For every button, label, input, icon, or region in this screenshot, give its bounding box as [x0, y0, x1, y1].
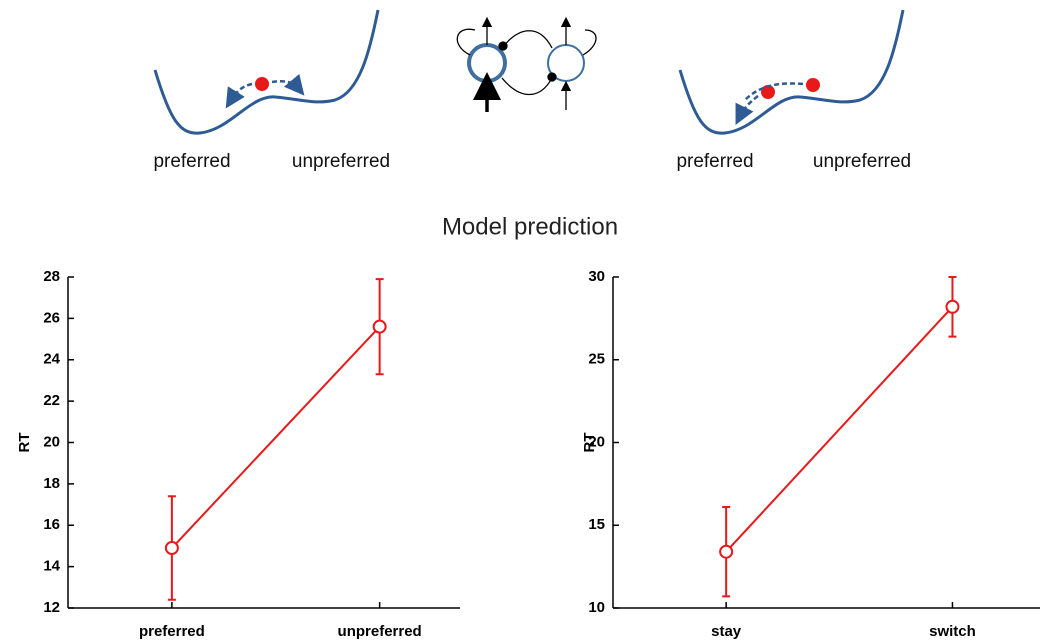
- diagram-label: unpreferred: [292, 151, 390, 172]
- y-tick-label: 26: [43, 309, 60, 326]
- diagram-right: preferred unpreferred: [676, 10, 911, 172]
- y-tick-label: 10: [588, 599, 605, 616]
- marker: [374, 321, 386, 333]
- y-tick-label: 18: [43, 475, 60, 492]
- marker: [946, 301, 958, 313]
- figure: preferred unpreferred preferred unprefer…: [0, 0, 1045, 643]
- page: preferred unpreferred preferred unprefer…: [0, 0, 1045, 643]
- x-tick-label: stay: [711, 623, 742, 640]
- y-tick-label: 24: [43, 351, 60, 368]
- y-tick-label: 25: [588, 351, 605, 368]
- diagram-label: preferred: [676, 151, 753, 172]
- y-tick-label: 12: [43, 599, 60, 616]
- diagram-left: preferred unpreferred: [153, 10, 390, 172]
- y-tick-label: 20: [43, 433, 60, 450]
- diagram-label: unpreferred: [813, 151, 911, 172]
- y-tick-label: 15: [588, 516, 605, 533]
- marker: [166, 542, 178, 554]
- y-axis-label: RT: [581, 433, 598, 453]
- diagram-label: preferred: [153, 151, 230, 172]
- marker: [720, 546, 732, 558]
- x-tick-label: switch: [929, 623, 976, 640]
- line: [726, 307, 952, 552]
- network-diagram: [457, 22, 596, 112]
- x-tick-label: preferred: [139, 623, 205, 640]
- y-axis-label: RT: [16, 433, 33, 453]
- y-tick-label: 28: [43, 268, 60, 285]
- x-tick-label: unpreferred: [338, 623, 422, 640]
- y-tick-label: 16: [43, 516, 60, 533]
- y-tick-label: 22: [43, 392, 60, 409]
- heading: Model prediction: [442, 213, 618, 240]
- y-tick-label: 30: [588, 268, 605, 285]
- y-tick-label: 14: [43, 558, 60, 575]
- line: [172, 327, 380, 548]
